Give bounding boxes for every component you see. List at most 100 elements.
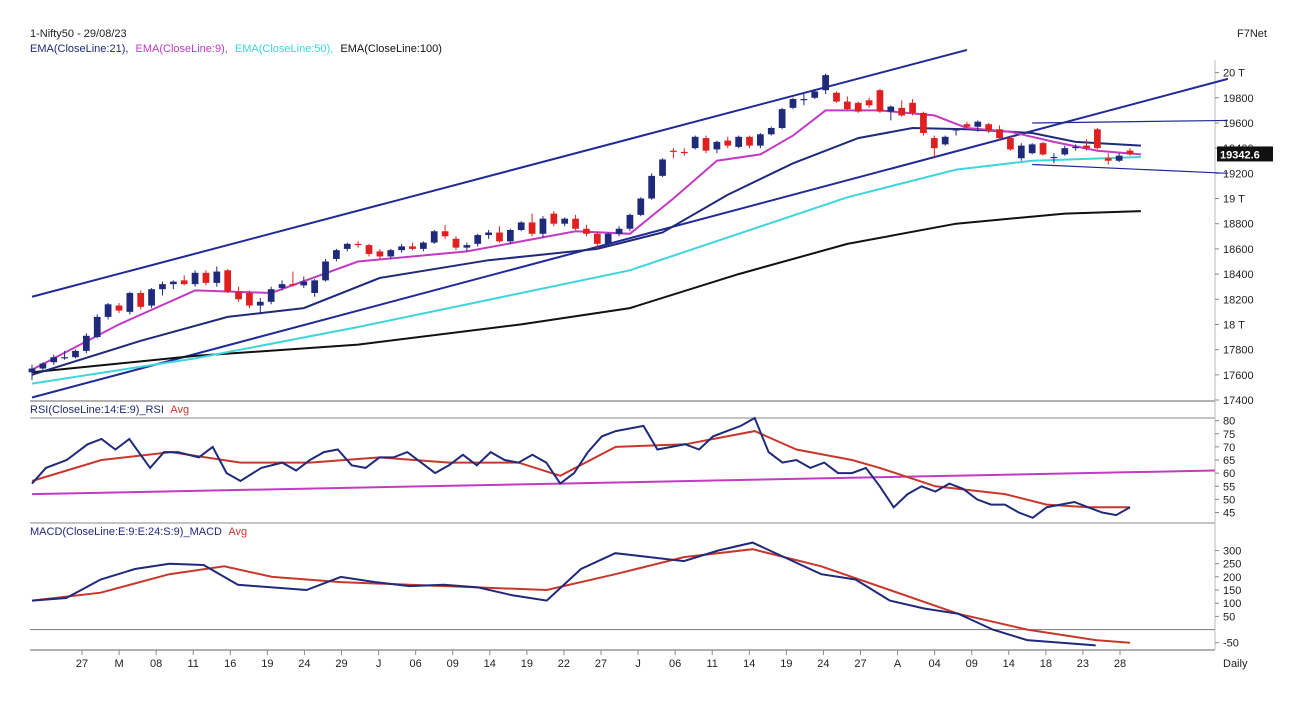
candle	[474, 233, 482, 247]
candle-body	[1094, 129, 1101, 149]
legend-ema9: EMA(CloseLine:9),	[136, 43, 228, 55]
candle-body	[343, 243, 351, 249]
resistance-line	[1032, 119, 1228, 124]
candle	[1115, 153, 1123, 162]
candle	[50, 354, 58, 365]
price-y-tick: 17400	[1223, 395, 1254, 407]
candle-body	[767, 128, 775, 135]
candle-body	[278, 284, 286, 288]
candle	[354, 241, 362, 248]
candle	[430, 230, 438, 244]
candle-body	[887, 106, 895, 112]
price-panel: 20 T1980019600194001920019 T188001860018…	[28, 48, 1273, 407]
candle	[115, 303, 123, 314]
x-tick: 27	[854, 658, 866, 670]
candle	[1007, 135, 1014, 151]
macd-avg-line	[31, 548, 1131, 644]
candle	[789, 97, 797, 110]
candle-body	[333, 250, 340, 259]
candle-body	[474, 235, 482, 244]
x-tick: 18	[1040, 658, 1052, 670]
candle-body	[376, 251, 384, 257]
candle-body	[104, 304, 112, 317]
macd-legend: MACD(CloseLine:E:9:E:24:S:9)_MACD Avg	[30, 526, 247, 538]
candle	[887, 105, 895, 121]
candle	[376, 248, 384, 259]
candle	[39, 362, 47, 372]
candle-body	[1061, 148, 1069, 155]
x-tick: 04	[929, 658, 941, 670]
macd-y-tick: 150	[1223, 585, 1241, 597]
candle-body	[854, 102, 862, 112]
price-y-tick: 17800	[1223, 345, 1254, 357]
x-tick: 19	[780, 658, 792, 670]
candle-body	[1050, 156, 1058, 159]
rsi-y-tick: 65	[1223, 455, 1235, 467]
candle	[1104, 153, 1112, 165]
candle-body	[583, 228, 590, 234]
candle	[82, 333, 90, 354]
candle	[506, 228, 514, 244]
x-tick: 09	[447, 658, 459, 670]
candle	[702, 135, 710, 154]
candle	[996, 125, 1003, 141]
candle	[180, 275, 188, 286]
candle-body	[1104, 158, 1112, 161]
channel-upper-line	[31, 48, 968, 298]
x-tick: 27	[76, 658, 88, 670]
macd-y-tick: 50	[1223, 611, 1235, 623]
rsi-legend-main: RSI(CloseLine:14:E:9)_RSI	[30, 404, 164, 416]
candle	[604, 232, 612, 247]
x-tick: 06	[410, 658, 422, 670]
candle-body	[833, 92, 840, 102]
candle	[843, 96, 851, 111]
candle	[1050, 153, 1058, 164]
candle-body	[126, 292, 134, 312]
candle	[626, 213, 634, 232]
candle	[311, 279, 319, 297]
candle-body	[39, 363, 47, 369]
candle-body	[724, 140, 732, 146]
candle	[941, 135, 949, 146]
interval-label: Daily	[1223, 658, 1248, 670]
candle-body	[322, 261, 329, 281]
candle	[267, 286, 275, 305]
candle	[246, 290, 253, 309]
x-tick: 11	[707, 658, 718, 670]
x-tick: 22	[558, 658, 570, 670]
candle-body	[1126, 150, 1134, 155]
candle	[528, 213, 536, 237]
candle	[876, 88, 884, 113]
macd-y-tick: 300	[1223, 546, 1241, 558]
rsi-y-tick: 45	[1223, 508, 1235, 520]
price-y-tick: 18600	[1223, 244, 1254, 256]
ema50-line	[31, 156, 1141, 385]
rsi-y-tick: 75	[1223, 429, 1235, 441]
candle-body	[811, 91, 819, 98]
candle	[898, 100, 906, 117]
candle-body	[82, 335, 90, 351]
candle-body	[180, 280, 188, 285]
candle	[333, 248, 340, 262]
candle-body	[202, 272, 210, 283]
candle-body	[441, 231, 449, 237]
candle-body	[941, 136, 949, 145]
rsi-y-tick: 50	[1223, 494, 1235, 506]
brand-label: F7Net	[1237, 28, 1267, 40]
x-tick: 16	[224, 658, 236, 670]
candle	[746, 135, 753, 149]
macd-line	[31, 541, 1096, 647]
candle	[691, 135, 699, 150]
candle	[496, 226, 503, 243]
macd-legend-avg: Avg	[228, 526, 247, 538]
x-tick: 11	[188, 658, 199, 670]
candle-body	[256, 301, 264, 306]
candle	[778, 107, 786, 130]
candle	[387, 248, 395, 259]
candle-body	[93, 316, 101, 338]
x-tick: A	[894, 658, 902, 670]
candle	[952, 128, 960, 136]
candle-body	[224, 270, 232, 292]
